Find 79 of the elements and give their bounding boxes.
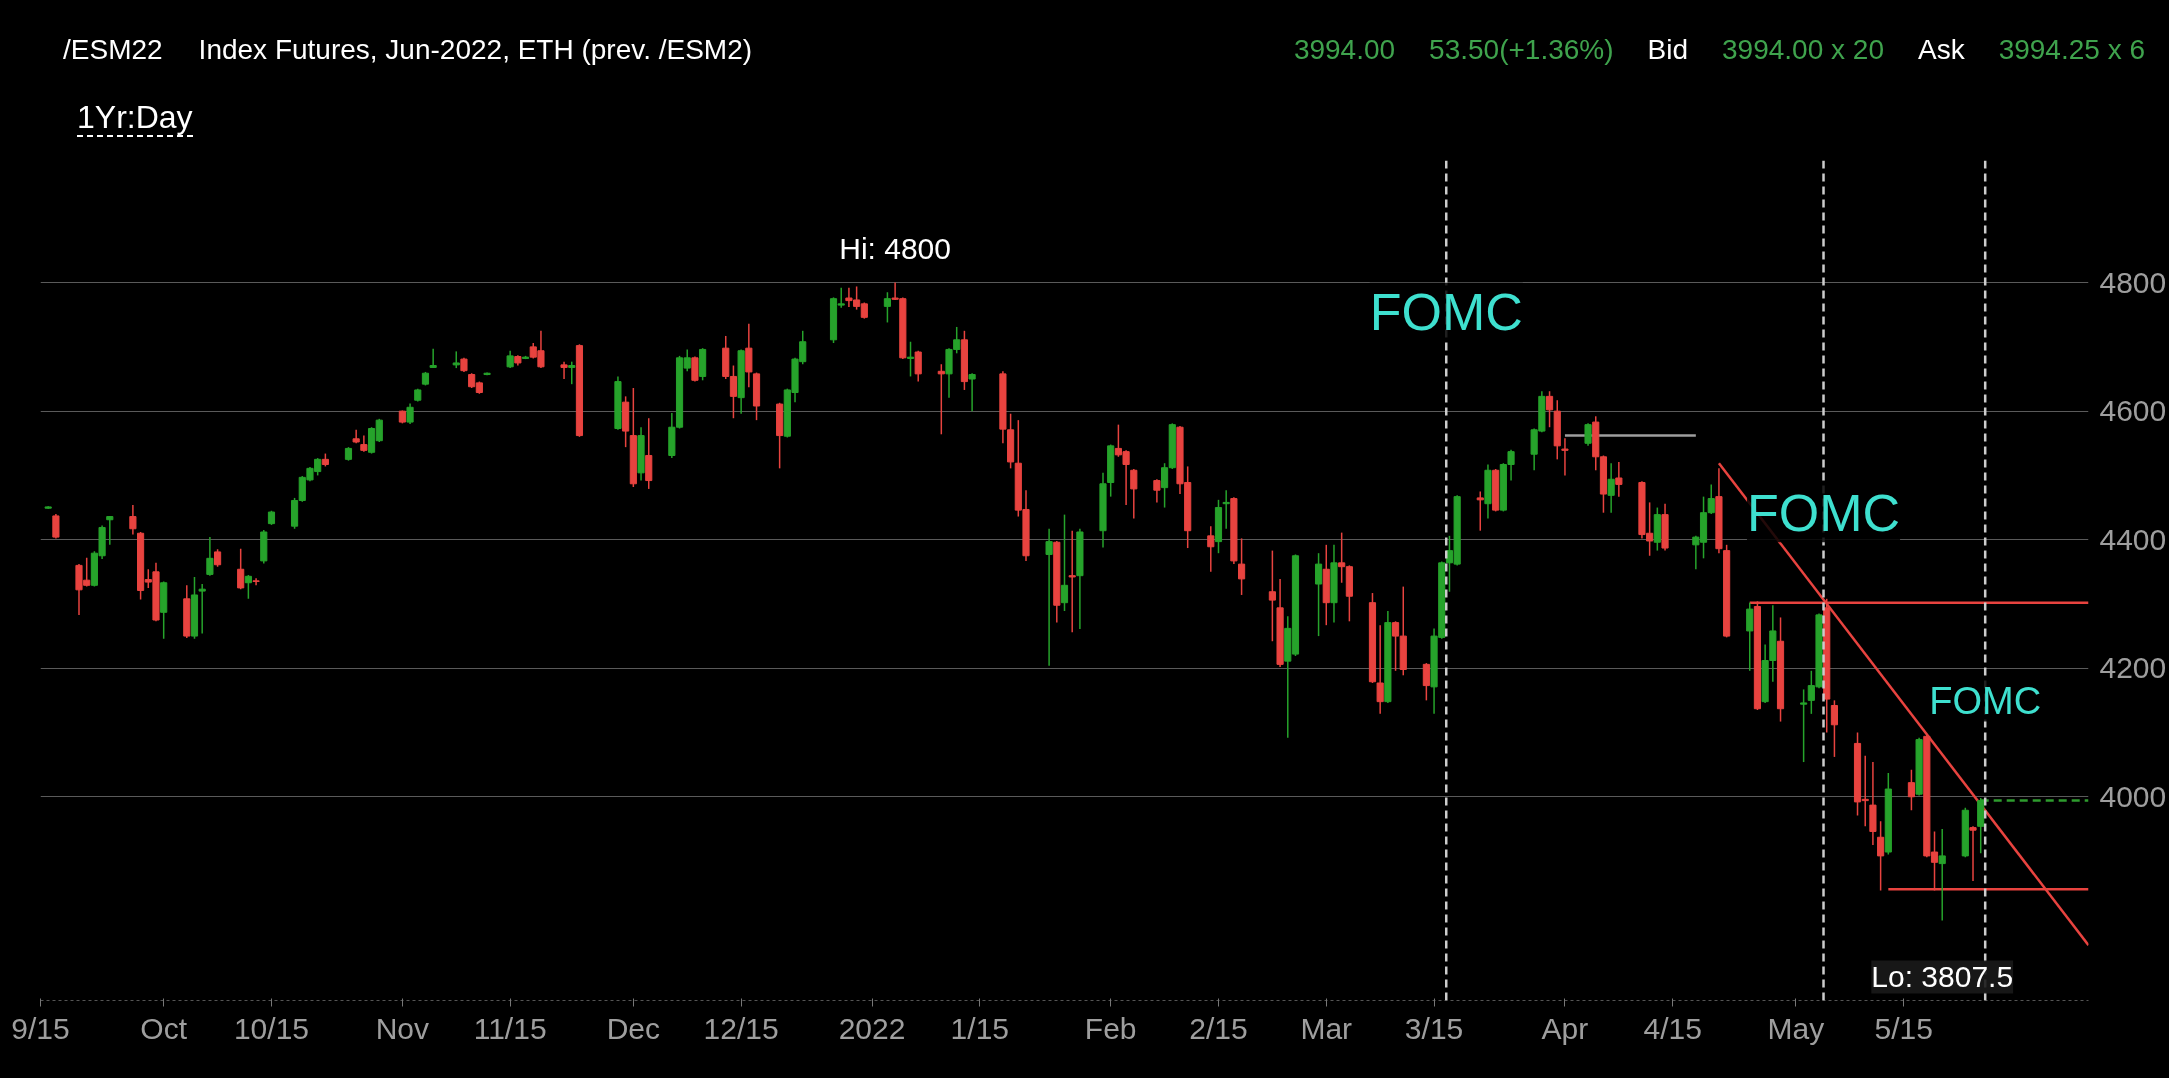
x-tick-label: 1/15 [950,1011,1009,1045]
candlestick [1907,769,1915,812]
x-tick-label: Dec [606,1011,661,1045]
candlestick [52,513,60,540]
x-tick-label: Apr [1541,1011,1589,1045]
candlestick [568,360,576,385]
candlestick [1561,437,1569,477]
x-tick-label: Nov [375,1011,430,1045]
text: 53.50(+1.36%) [1429,33,1614,67]
x-tick-label: 2/15 [1189,1011,1248,1045]
candlestick [1545,390,1554,428]
candlestick [1068,529,1076,633]
y-tick-label: 4400 [2099,522,2167,556]
x-tick-label: May [1767,1011,1825,1045]
candlestick [198,583,206,635]
x-tick-label: 11/15 [473,1011,547,1045]
chart-title: /ESM22 [63,33,163,67]
y-tick-label: 4800 [2099,265,2167,299]
candlestick [745,322,753,389]
candlestick [1746,601,1754,672]
ref-line-label: FOMC [1369,282,1523,341]
text: 1Yr:Day [77,99,193,137]
annotation: Hi: 4800 [839,231,951,265]
candlestick [1830,699,1838,758]
x-tick-label: Oct [140,1011,188,1045]
y-tick-label: 4200 [2099,651,2167,685]
candlestick [1607,462,1615,514]
x-tick-label: 3/15 [1404,1011,1464,1045]
candlestick [1969,825,1977,882]
candlestick [206,536,214,577]
x-tick-label: 4/15 [1643,1011,1702,1045]
candlestick [1060,513,1069,612]
text: Bid [1647,33,1689,67]
candlestick [968,372,976,412]
candlestick [691,355,699,383]
candlestick [252,577,260,587]
candlestick [1238,537,1246,596]
candlestick [937,363,945,436]
text: Ask [1917,33,1965,67]
candlestick [1584,422,1592,447]
candlestick [906,340,915,378]
candlestick [1800,688,1808,763]
candlestick [883,291,891,324]
candlestick [1130,468,1138,520]
candlestick [1938,828,1946,922]
candlestick [1222,489,1230,530]
candlestick [237,547,245,590]
annotation: Lo: 3807.5 [1871,960,2014,994]
candlestick [406,402,414,425]
x-tick-label: 9/15 [11,1011,70,1045]
ref-line-label: FOMC [1746,484,1901,543]
x-tick-label: 12/15 [703,1011,779,1045]
candlestick [560,360,568,380]
ref-line-label: FOMC [1929,679,2042,722]
x-tick-label: 5/15 [1874,1011,1933,1045]
chart-subtitle: Index Futures, Jun-2022, ETH (prev. /ESM2) [198,33,753,67]
candlestick [1207,525,1215,573]
candlestick [129,504,137,536]
x-tick-label: Mar [1300,1011,1353,1045]
candlestick [914,349,922,383]
candlestick [1376,624,1384,715]
candlestick [1877,820,1885,892]
candlestick [1615,461,1623,498]
candlestick [1153,478,1161,504]
x-tick-label: 2022 [838,1011,906,1045]
candlestick [106,515,114,546]
candlestick [1045,528,1053,667]
candlestick [1315,552,1323,637]
text: 3994.25 x 6 [1998,33,2145,67]
x-tick-label: Feb [1084,1011,1137,1045]
text: 3994.00 [1293,33,1396,67]
candlestick [1268,549,1276,642]
y-tick-label: 4600 [2099,394,2167,428]
candlestick [1476,490,1484,532]
candlestick [244,574,252,600]
y-tick-label: 4000 [2099,779,2167,813]
candlestick [1422,662,1430,702]
text: 3994.00 x 20 [1722,33,1884,67]
x-tick-label: 10/15 [233,1011,310,1045]
